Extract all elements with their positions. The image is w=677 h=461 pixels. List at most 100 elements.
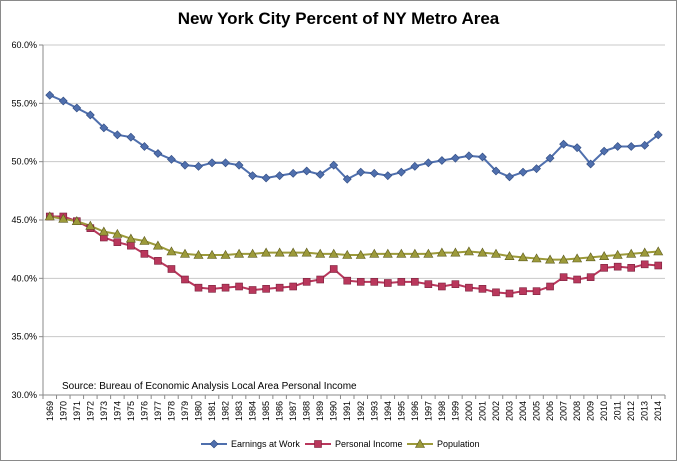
data-point	[410, 161, 420, 171]
data-point	[274, 247, 285, 257]
x-tick-label: 1983	[234, 401, 244, 421]
x-tick-label: 2009	[586, 401, 596, 421]
x-tick-label: 2010	[599, 401, 609, 421]
data-point	[153, 149, 163, 158]
data-point	[329, 160, 339, 170]
x-tick-label: 1979	[180, 401, 190, 421]
data-point	[653, 130, 663, 140]
legend-label: Personal Income	[335, 439, 403, 449]
data-point	[504, 251, 515, 260]
data-point	[518, 252, 529, 262]
data-point	[626, 248, 637, 258]
data-point	[370, 278, 379, 286]
data-point	[261, 173, 271, 183]
data-point	[559, 139, 569, 149]
data-point	[126, 132, 136, 142]
data-point	[71, 216, 82, 225]
data-point	[262, 285, 270, 293]
x-tick-label: 2007	[559, 401, 569, 421]
data-point	[505, 289, 514, 298]
data-point	[409, 248, 420, 258]
data-point	[478, 152, 487, 162]
data-point	[654, 261, 663, 270]
data-point	[599, 251, 610, 260]
x-tick-label: 1987	[288, 401, 298, 421]
x-tick-label: 1981	[207, 401, 217, 421]
data-point	[315, 170, 325, 179]
x-tick-label: 1976	[139, 401, 149, 421]
x-tick-label: 1978	[166, 401, 176, 421]
x-tick-label: 1988	[302, 401, 312, 421]
data-point	[424, 280, 433, 288]
data-point	[613, 142, 623, 151]
data-point	[518, 167, 528, 177]
data-point	[154, 257, 162, 265]
x-tick-label: 1991	[342, 401, 352, 421]
legend-label: Earnings at Work	[231, 439, 300, 449]
data-point	[384, 279, 392, 287]
y-tick-label: 35.0%	[11, 332, 37, 342]
data-point	[585, 252, 596, 262]
data-point	[315, 248, 326, 258]
data-point	[208, 285, 216, 293]
data-point	[58, 213, 69, 223]
data-point	[248, 171, 258, 181]
data-point	[235, 282, 243, 291]
series-line-0	[49, 94, 659, 181]
data-point	[207, 158, 217, 168]
x-tick-label: 1996	[410, 401, 420, 421]
data-point	[558, 254, 569, 264]
data-point	[478, 285, 487, 293]
x-axis: 1969 1970 1971 1972 1973 1974 1975 1976 1977 1978…	[42, 394, 666, 421]
data-point	[99, 123, 109, 133]
data-point	[302, 166, 312, 176]
x-tick-label: 1986	[275, 401, 285, 421]
data-point	[396, 167, 406, 177]
y-axis: 30.0% 35.0% 40.0% 45.0% 50.0% 55.0% 60.0%	[11, 40, 44, 400]
data-point	[343, 276, 352, 285]
x-tick-label: 2011	[613, 401, 623, 420]
data-point	[572, 143, 582, 153]
data-point	[450, 153, 460, 163]
data-point	[113, 238, 122, 246]
data-point	[221, 158, 230, 168]
data-point	[639, 247, 650, 257]
data-point	[289, 282, 297, 291]
data-point	[301, 247, 312, 257]
y-tick-label: 40.0%	[11, 273, 37, 283]
data-point	[72, 103, 82, 113]
data-point	[411, 278, 419, 286]
x-tick-label: 1984	[248, 401, 258, 421]
data-point	[152, 240, 163, 250]
data-point	[613, 262, 622, 271]
data-point	[640, 140, 650, 150]
data-point	[247, 248, 258, 258]
data-point	[302, 278, 311, 286]
data-point	[275, 283, 284, 292]
data-point	[532, 287, 541, 295]
x-tick-label: 2002	[491, 401, 501, 421]
data-point	[586, 273, 595, 281]
x-tick-label: 1994	[383, 401, 393, 421]
data-point	[220, 249, 231, 259]
data-point	[653, 246, 664, 256]
data-point	[546, 282, 554, 291]
data-point	[316, 275, 324, 284]
data-point	[125, 233, 136, 243]
data-point	[612, 249, 623, 259]
data-point	[207, 249, 218, 259]
x-tick-label: 2003	[505, 401, 515, 421]
data-point	[139, 235, 150, 245]
data-point	[139, 142, 149, 151]
x-tick-label: 1999	[450, 401, 460, 421]
data-point	[44, 211, 55, 221]
data-point	[599, 146, 609, 156]
x-tick-label: 2001	[477, 401, 487, 421]
data-point	[181, 275, 189, 284]
x-tick-label: 1974	[112, 401, 122, 421]
data-point	[58, 96, 68, 106]
legend-label: Population	[437, 439, 480, 449]
data-point	[369, 248, 380, 258]
